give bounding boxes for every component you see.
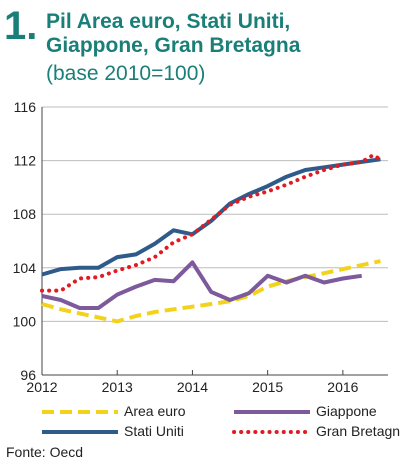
- x-tick-label-2013: 2013: [102, 379, 133, 395]
- axes: [41, 107, 388, 376]
- y-tick-label-108: 108: [13, 206, 37, 222]
- y-tick-label-96: 96: [20, 367, 36, 383]
- legend-label-area-euro: Area euro: [124, 403, 186, 419]
- y-tick-label-100: 100: [13, 313, 37, 329]
- x-tick-label-2012: 2012: [26, 379, 57, 395]
- legend-swatch-stati-uniti: [42, 430, 118, 434]
- legend-swatch-gran-bretagna: [232, 430, 312, 434]
- x-tick-label-2015: 2015: [252, 379, 283, 395]
- legend: Area euro Giappone Stati Uniti Gran Bret…: [0, 400, 400, 444]
- source-note: Fonte: Oecd: [6, 444, 84, 460]
- x-tick-label-2014: 2014: [177, 379, 208, 395]
- grid-lines: [42, 106, 388, 376]
- figure-number: 1.: [4, 4, 38, 48]
- series-line-giappone: [41, 260, 362, 310]
- series-line-gran-bretagna: [40, 153, 383, 293]
- series-line-area-euro: [41, 259, 381, 324]
- chart-title: Pil Area euro, Stati Uniti, Giappone, Gr…: [46, 10, 301, 57]
- legend-label-stati-uniti: Stati Uniti: [124, 423, 184, 439]
- series-lines: [40, 153, 383, 324]
- line-chart: 96 100 104 108 112 116 2012 2013 2014 2015 2016: [13, 99, 388, 395]
- legend-label-giappone: Giappone: [316, 403, 377, 419]
- x-tick-label-2016: 2016: [327, 379, 358, 395]
- legend-swatch-area-euro: [42, 410, 118, 414]
- series-line-stati-uniti: [41, 157, 381, 277]
- legend-swatch-giappone: [234, 410, 310, 414]
- y-tick-label-116: 116: [14, 99, 37, 115]
- y-tick-label-104: 104: [13, 260, 37, 276]
- tick-labels: 96 100 104 108 112 116 2012 2013 2014 2015 2016: [13, 99, 359, 395]
- legend-label-gran-bretagna: Gran Bretagna: [316, 423, 400, 439]
- y-tick-label-112: 112: [14, 153, 37, 169]
- chart-subtitle: (base 2010=100): [46, 62, 206, 85]
